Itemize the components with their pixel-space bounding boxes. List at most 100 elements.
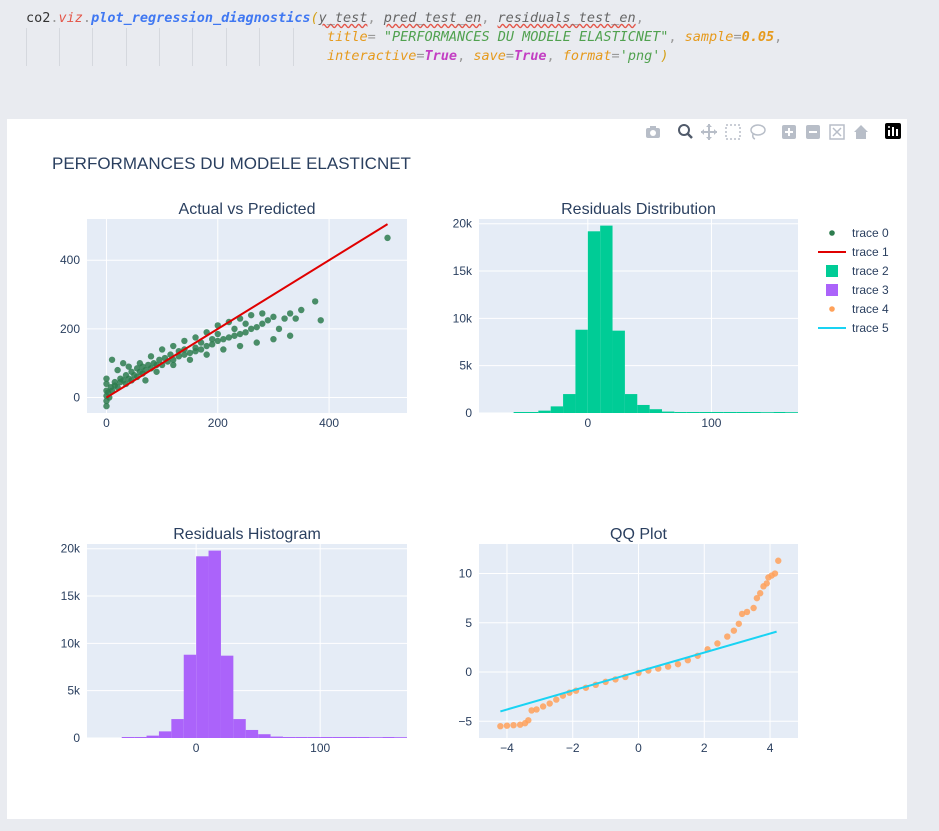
data-point[interactable] [142,377,149,384]
data-point[interactable] [153,368,160,375]
autoscale-icon[interactable] [829,124,845,140]
data-point[interactable] [247,325,255,333]
subplot-3[interactable]: 0 100 0 5k 10k 15k 20k Residuals Histogram [61,526,407,755]
data-point[interactable] [103,375,110,382]
histogram-bar[interactable] [538,410,551,413]
data-point[interactable] [145,361,152,369]
histogram-bar[interactable] [600,225,613,413]
subplot-1[interactable]: 0 200 400 0 200 400 Actual vs Predicted [60,201,407,430]
data-point[interactable] [192,334,199,341]
zoom-in-icon[interactable] [782,125,796,139]
histogram-bar[interactable] [612,330,625,413]
histogram-bar[interactable] [624,394,638,413]
histogram-bar[interactable] [146,735,159,738]
plot-background[interactable] [87,544,407,738]
data-point[interactable] [763,580,770,587]
histogram-bar[interactable] [357,737,370,738]
histogram-bar[interactable] [233,719,246,738]
data-point[interactable] [259,320,266,327]
data-point[interactable] [133,365,141,372]
data-point[interactable] [114,366,121,374]
fit-line[interactable] [500,630,777,713]
data-point[interactable] [181,351,188,358]
data-point[interactable] [203,342,210,350]
plot-marks[interactable] [103,223,391,410]
data-point[interactable] [503,722,511,729]
histogram-bar[interactable] [245,729,259,738]
data-point[interactable] [275,325,283,333]
histogram-bar[interactable] [220,655,234,738]
data-point[interactable] [553,696,560,703]
data-point[interactable] [775,557,782,564]
data-point[interactable] [384,234,391,242]
data-point[interactable] [730,627,738,634]
data-point[interactable] [111,378,119,386]
histogram-bar[interactable] [661,411,675,413]
data-point[interactable] [220,346,227,353]
histogram-bar[interactable] [649,409,662,413]
legend-item[interactable]: trace 5 [818,321,889,335]
legend-item[interactable]: trace 1 [818,245,889,259]
zoom-out-icon[interactable] [806,125,820,139]
data-point[interactable] [724,633,731,640]
histogram-bar[interactable] [587,231,601,413]
data-point[interactable] [214,330,221,338]
histogram-bar[interactable] [208,550,221,738]
legend-item[interactable]: trace 0 [829,226,889,240]
histogram-bar[interactable] [382,737,395,738]
plot-background[interactable] [87,219,407,413]
zoom-icon[interactable] [678,124,693,139]
data-point[interactable] [664,663,672,670]
data-point[interactable] [714,640,721,647]
data-point[interactable] [147,353,155,360]
histogram-bar[interactable] [320,737,333,738]
data-point[interactable] [108,356,116,363]
code-cell[interactable]: co2.viz.plot_regression_diagnostics(y_te… [0,0,939,108]
data-point[interactable] [103,380,110,388]
histogram-bar[interactable] [674,412,687,413]
histogram-bar[interactable] [295,737,308,738]
data-point[interactable] [253,323,260,331]
data-point[interactable] [750,604,757,612]
histogram-bar[interactable] [196,556,209,738]
data-point[interactable] [156,356,163,363]
plot-marks[interactable] [513,225,798,413]
data-point[interactable] [119,360,127,367]
data-point[interactable] [220,335,227,343]
data-point[interactable] [317,317,324,324]
data-point[interactable] [771,570,779,577]
data-point[interactable] [259,310,266,317]
data-point[interactable] [735,620,743,627]
data-point[interactable] [311,298,319,305]
fit-line[interactable] [105,223,389,399]
data-point[interactable] [107,384,115,391]
data-point[interactable] [209,341,216,348]
histogram-bar[interactable] [134,737,147,738]
histogram-bar[interactable] [637,404,650,413]
data-point[interactable] [181,337,188,345]
histogram-bar[interactable] [513,412,526,413]
histogram-bar[interactable] [723,412,737,413]
data-point[interactable] [253,339,260,346]
data-point[interactable] [533,706,540,713]
histogram-bar[interactable] [332,737,345,738]
data-point[interactable] [270,313,277,321]
plot-marks[interactable] [497,557,782,730]
data-point[interactable] [510,721,517,729]
legend-item[interactable]: trace 4 [829,302,889,316]
data-point[interactable] [139,363,146,370]
data-point[interactable] [158,346,166,353]
data-point[interactable] [286,310,294,317]
data-point[interactable] [270,335,277,343]
figure[interactable]: PERFORMANCES DU MODELE ELASTICNET 0 200 40… [7,119,907,819]
histogram-bar[interactable] [760,412,774,413]
data-point[interactable] [286,332,294,339]
data-point[interactable] [298,306,305,314]
histogram-bar[interactable] [171,719,184,738]
data-point[interactable] [197,346,205,353]
histogram-bar[interactable] [699,412,712,413]
subplot-2[interactable]: 0 100 0 5k 10k 15k 20k Residuals Distribution [453,201,798,430]
camera-icon[interactable] [646,126,660,138]
data-point[interactable] [528,707,535,714]
histogram-bar[interactable] [369,737,383,738]
